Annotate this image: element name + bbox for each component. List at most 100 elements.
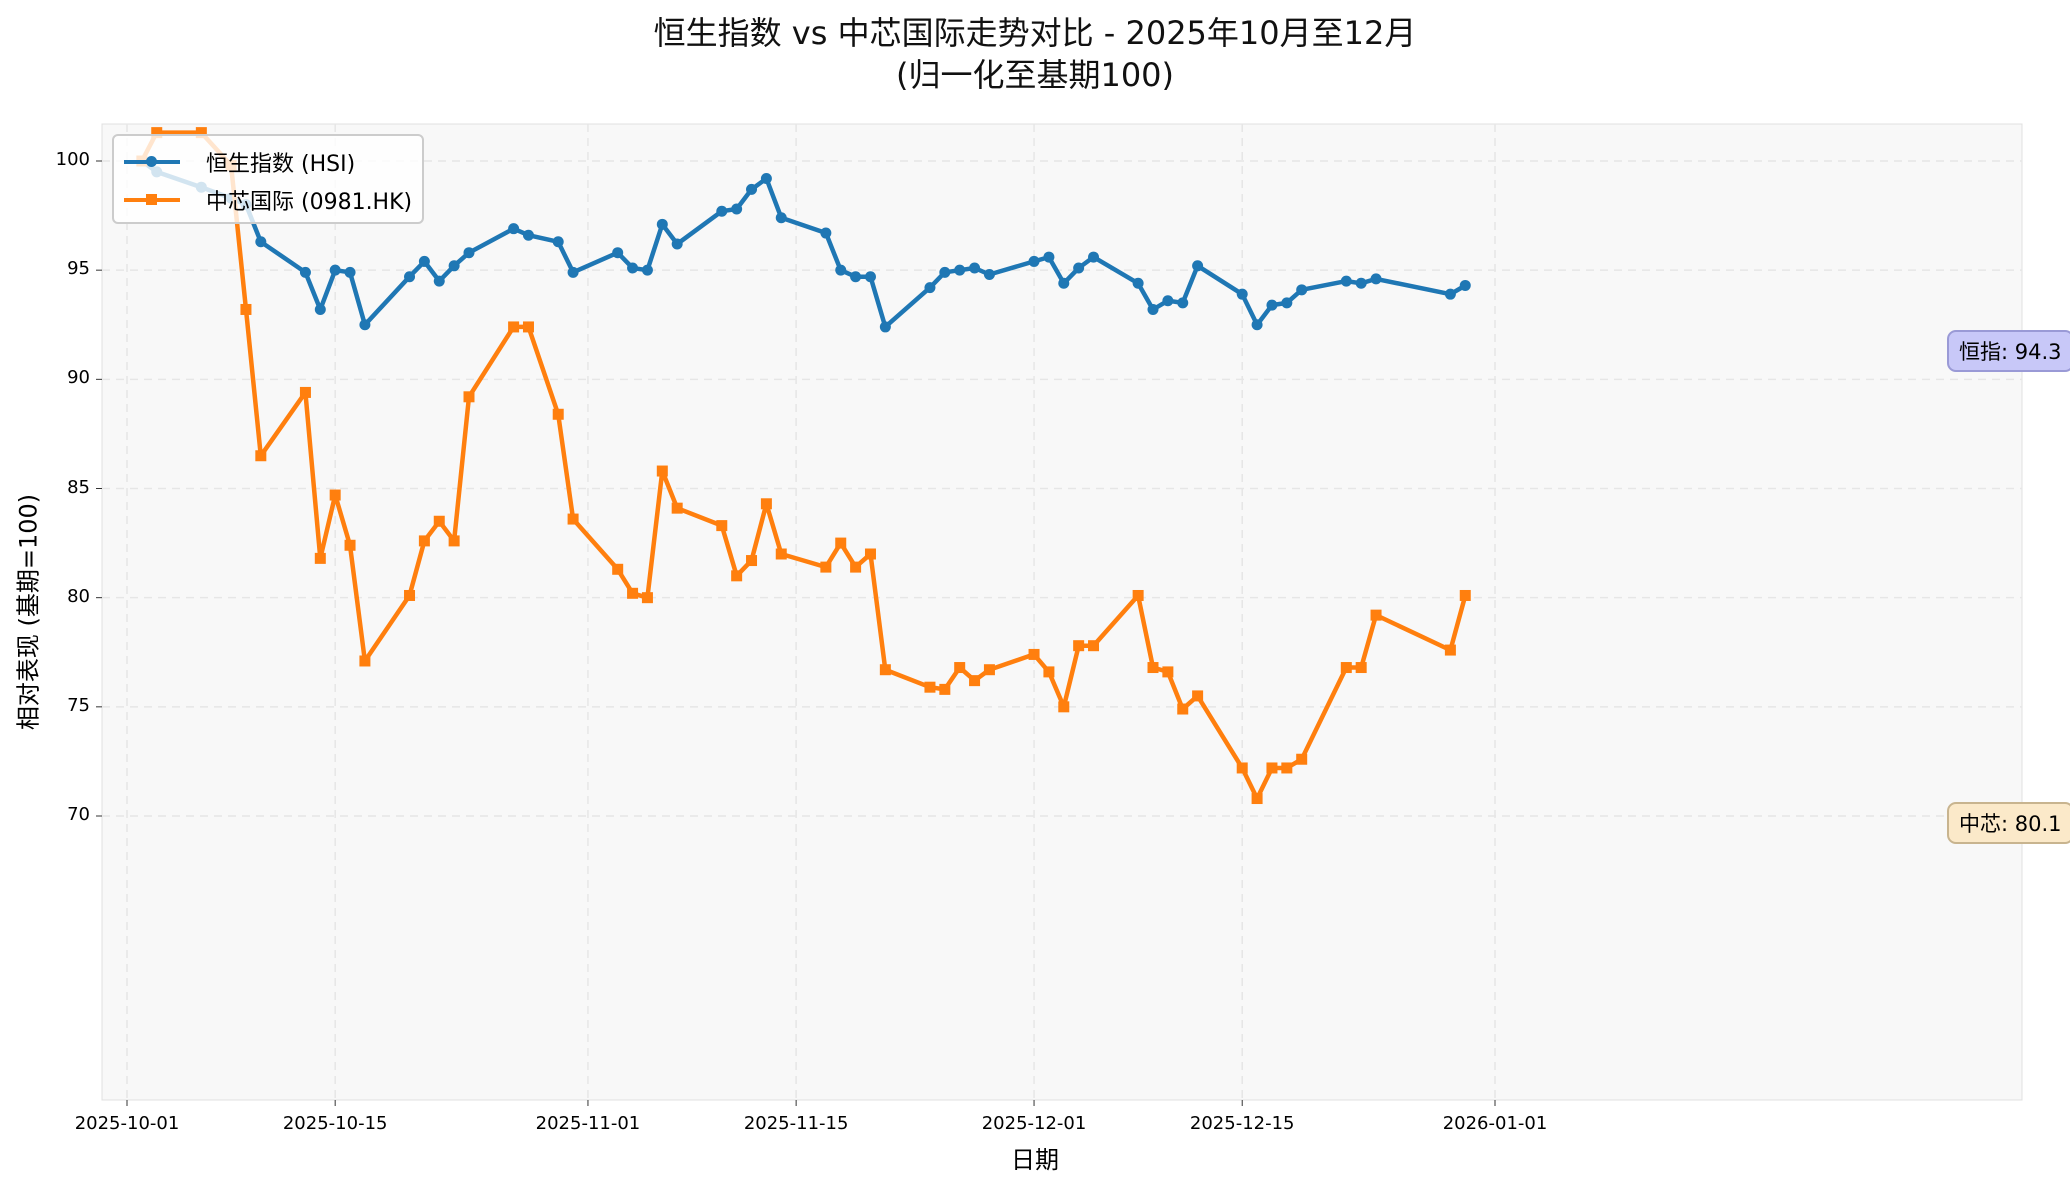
square-marker-icon	[746, 555, 758, 567]
square-marker-icon	[716, 520, 728, 532]
square-marker-icon	[404, 589, 416, 601]
circle-marker-icon	[671, 238, 683, 250]
square-marker-icon	[924, 681, 936, 693]
axis-ticks	[96, 160, 1496, 1106]
y-tick-label: 80	[67, 585, 90, 607]
square-marker-icon	[1266, 762, 1278, 774]
circle-marker-icon	[1147, 303, 1159, 315]
y-tick-label: 85	[67, 476, 90, 498]
circle-marker-icon	[746, 183, 758, 195]
circle-marker-icon	[1162, 295, 1174, 307]
legend-item-hsi: 恒生指数 (HSI)	[124, 146, 355, 178]
x-tick-label: 2025-10-01	[74, 1113, 180, 1134]
circle-marker-icon	[463, 247, 475, 259]
y-axis-label: 相对表现 (基期=100)	[14, 493, 43, 731]
circle-marker-icon	[731, 203, 743, 215]
square-marker-icon	[1370, 609, 1382, 621]
circle-marker-icon	[448, 260, 460, 272]
square-marker-icon	[656, 465, 668, 477]
circle-marker-icon	[1281, 297, 1293, 309]
square-marker-icon	[1296, 753, 1308, 765]
square-marker-icon	[864, 548, 876, 560]
square-marker-icon	[329, 489, 341, 501]
circle-marker-icon	[983, 269, 995, 281]
circle-marker-icon	[1355, 277, 1367, 289]
circle-marker-icon	[1132, 277, 1144, 289]
square-marker-icon	[835, 537, 847, 549]
circle-marker-icon	[1028, 255, 1040, 267]
circle-marker-icon	[1340, 275, 1352, 287]
legend-line-hsi	[124, 156, 180, 167]
square-marker-icon	[820, 561, 832, 573]
square-marker-icon	[359, 655, 371, 667]
square-marker-icon	[760, 498, 772, 510]
square-marker-icon	[1088, 640, 1100, 652]
x-tick-label: 2025-12-15	[1189, 1113, 1295, 1134]
circle-marker-icon	[850, 271, 862, 283]
circle-marker-icon	[567, 266, 579, 278]
circle-marker-icon	[924, 282, 936, 294]
circle-marker-icon	[1370, 273, 1382, 285]
square-marker-icon	[1028, 648, 1040, 660]
y-tick-label: 90	[67, 367, 90, 389]
circle-marker-icon	[820, 227, 832, 239]
circle-marker-icon	[1266, 299, 1278, 311]
grid-lines	[102, 124, 2022, 1100]
circle-marker-icon	[969, 262, 981, 274]
square-marker-icon	[879, 664, 891, 676]
circle-marker-icon	[1058, 277, 1070, 289]
square-marker-icon	[1459, 589, 1471, 601]
circle-marker-icon	[552, 236, 564, 248]
square-marker-icon	[1177, 703, 1189, 715]
circle-marker-icon	[418, 255, 430, 267]
square-marker-icon	[671, 502, 683, 514]
legend-item-smic: 中芯国际 (0981.HK)	[124, 184, 412, 216]
y-tick-label: 100	[55, 149, 90, 170]
circle-marker-icon	[939, 266, 951, 278]
circle-marker-icon	[835, 264, 847, 276]
circle-marker-icon	[329, 264, 341, 276]
circle-marker-icon	[404, 271, 416, 283]
square-marker-icon	[522, 321, 534, 333]
square-marker-icon	[314, 552, 326, 564]
square-marker-icon	[1355, 662, 1367, 674]
x-axis-label: 日期	[1011, 1146, 1059, 1174]
circle-marker-icon	[954, 264, 966, 276]
circle-marker-icon	[1236, 288, 1248, 300]
square-marker-icon	[850, 561, 862, 573]
circle-marker-icon	[1043, 251, 1055, 263]
circle-marker-icon	[522, 229, 534, 241]
circle-marker-icon	[627, 262, 639, 274]
circle-marker-icon	[344, 266, 356, 278]
square-marker-icon	[1058, 701, 1070, 713]
circle-marker-icon	[879, 321, 891, 333]
square-marker-icon	[939, 683, 951, 695]
chart-title-line1: 恒生指数 vs 中芯国际走势对比 - 2025年10月至12月	[653, 14, 1417, 52]
circle-marker-icon	[508, 223, 520, 235]
circle-marker-icon	[656, 218, 668, 230]
circle-marker-icon	[760, 172, 772, 184]
circle-marker-icon	[314, 303, 326, 315]
square-marker-icon	[641, 592, 653, 604]
circle-marker-icon	[146, 156, 157, 167]
circle-marker-icon	[299, 266, 311, 278]
square-marker-icon	[731, 570, 743, 582]
square-marker-icon	[1073, 640, 1085, 652]
square-marker-icon	[1281, 762, 1293, 774]
square-marker-icon	[195, 127, 207, 139]
square-marker-icon	[448, 535, 460, 547]
x-tick-label: 2025-11-01	[535, 1113, 641, 1134]
circle-marker-icon	[255, 236, 267, 248]
square-marker-icon	[151, 127, 163, 139]
circle-marker-icon	[1444, 288, 1456, 300]
series-layer	[136, 127, 1471, 805]
square-marker-icon	[775, 548, 787, 560]
circle-marker-icon	[1296, 284, 1308, 296]
square-marker-icon	[612, 563, 624, 575]
square-marker-icon	[954, 662, 966, 674]
square-marker-icon	[240, 303, 252, 315]
square-marker-icon	[299, 386, 311, 398]
square-marker-icon	[1192, 690, 1204, 702]
square-marker-icon	[255, 450, 267, 462]
circle-marker-icon	[1459, 279, 1471, 291]
